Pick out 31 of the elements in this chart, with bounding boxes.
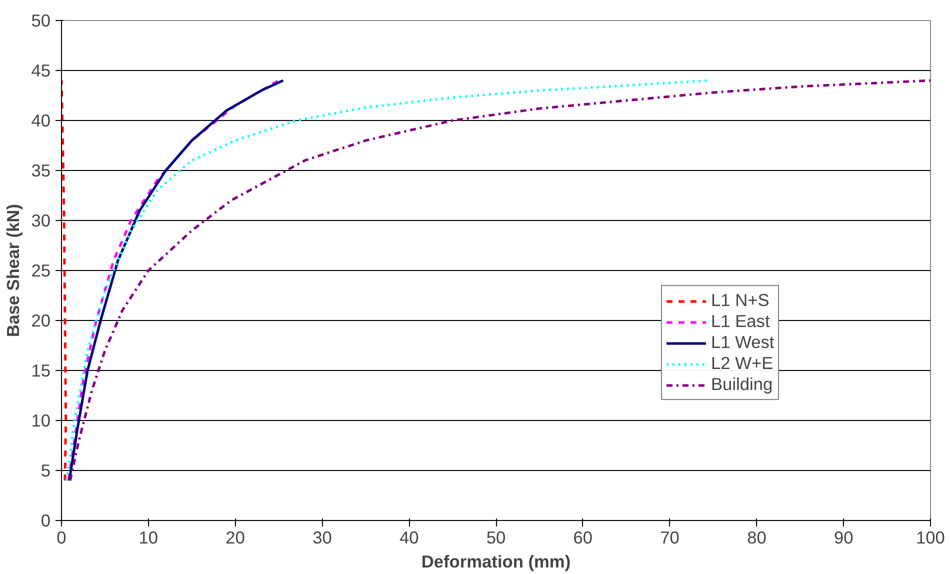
y-tick-label: 30 <box>31 210 51 230</box>
y-tick-label: 0 <box>40 510 51 530</box>
legend-label: L2 W+E <box>711 353 774 374</box>
y-tick-label: 40 <box>31 110 51 130</box>
y-tick-label: 15 <box>31 360 51 380</box>
y-tick-label: 45 <box>31 60 51 80</box>
x-tick-label: 10 <box>138 528 158 548</box>
x-tick-label: 30 <box>312 528 332 548</box>
x-tick-label: 80 <box>747 528 766 548</box>
x-tick-label: 0 <box>56 528 66 548</box>
y-tick-label: 25 <box>31 260 51 280</box>
y-tick-label: 20 <box>31 310 51 330</box>
legend-label: L1 N+S <box>711 290 770 311</box>
x-tick-label: 60 <box>573 528 593 548</box>
y-tick-label: 50 <box>31 10 51 30</box>
x-axis-title: Deformation (mm) <box>421 552 571 572</box>
x-tick-label: 70 <box>660 528 680 548</box>
line-series <box>68 79 930 482</box>
y-tick-label: 10 <box>31 410 51 430</box>
x-tick-label: 100 <box>916 528 945 548</box>
x-tick-label: 40 <box>399 528 419 548</box>
y-tick-label: 5 <box>40 460 51 480</box>
x-tick-label: 90 <box>834 528 854 548</box>
line-series <box>62 79 68 482</box>
legend-label: L1 West <box>711 332 774 353</box>
legend-label: L1 East <box>711 311 770 332</box>
y-tick-label: 35 <box>31 160 51 180</box>
y-axis-title: Base Shear (kN) <box>3 204 24 337</box>
x-tick-label: 20 <box>226 528 245 548</box>
x-tick-label: 50 <box>486 528 506 548</box>
legend-label: Building <box>711 374 773 395</box>
